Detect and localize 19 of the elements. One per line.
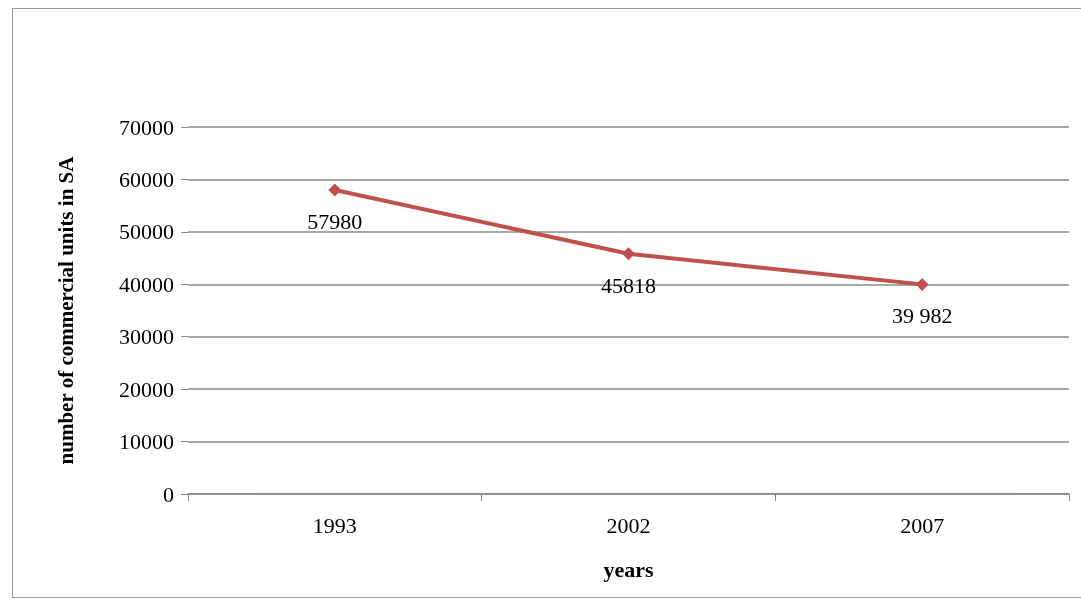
y-tick-label: 10000 [119, 429, 174, 455]
y-tick-label: 60000 [119, 166, 174, 192]
data-label: 39 982 [891, 303, 953, 329]
data-label: 45818 [601, 272, 656, 298]
y-tick-label: 70000 [119, 114, 174, 140]
y-tick-label: 40000 [119, 271, 174, 297]
y-tick-label: 0 [163, 481, 174, 507]
x-tick-label: 2007 [900, 512, 945, 538]
x-tick-label: 1993 [312, 512, 357, 538]
point [328, 183, 342, 197]
data-label: 57980 [307, 209, 363, 235]
y-axis-title: number of commercial units in SA [53, 155, 78, 465]
y-tick-label: 30000 [119, 324, 174, 350]
x-tick-label: 2002 [606, 512, 651, 538]
point [622, 247, 635, 261]
point [915, 277, 929, 291]
x-axis-title: years [603, 556, 654, 582]
y-tick-label: 50000 [119, 219, 174, 245]
y-tick-label: 20000 [119, 376, 174, 402]
